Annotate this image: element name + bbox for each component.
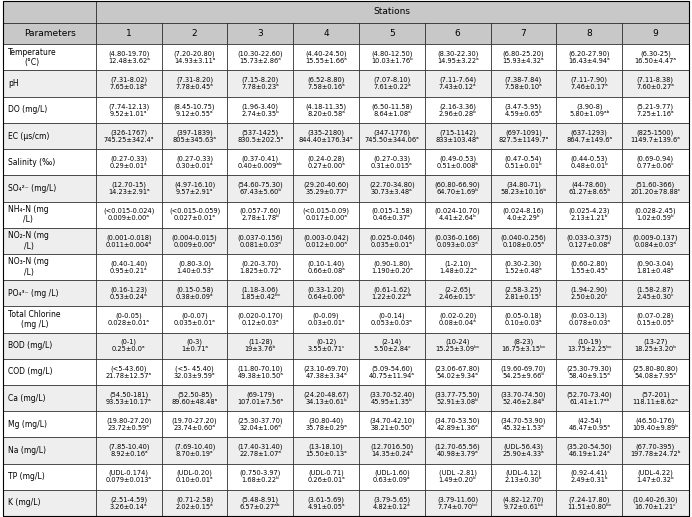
Text: (7.85-10.40)
8.92±0.16ᵃ: (7.85-10.40) 8.92±0.16ᵃ	[108, 444, 149, 457]
Text: (10-24)
15.25±3.09ᵇᶜ: (10-24) 15.25±3.09ᵇᶜ	[435, 339, 480, 353]
Bar	[491, 175, 556, 202]
Text: (0.020-0.170)
0.12±0.03ᵃ: (0.020-0.170) 0.12±0.03ᵃ	[237, 313, 283, 326]
Text: (<0.015-0.09)
0.017±0.00ᵃ: (<0.015-0.09) 0.017±0.00ᵃ	[302, 208, 349, 221]
Bar	[228, 227, 293, 254]
Text: (42-54)
46.47±0.95ᵃ: (42-54) 46.47±0.95ᵃ	[568, 418, 610, 431]
Bar	[293, 437, 359, 464]
Bar	[425, 202, 491, 227]
Text: K (mg/L): K (mg/L)	[8, 498, 41, 507]
Bar	[622, 464, 689, 490]
Text: (22.70-34.80)
30.73±3.48ᵃ: (22.70-34.80) 30.73±3.48ᵃ	[369, 181, 415, 195]
Bar	[228, 385, 293, 411]
Text: (0-1)
0.25±0.0ᵃ: (0-1) 0.25±0.0ᵃ	[112, 339, 145, 353]
Bar	[556, 44, 622, 70]
Bar	[293, 464, 359, 490]
Bar	[293, 23, 359, 44]
Bar	[491, 70, 556, 97]
Text: (54.50-181)
93.53±10.17ᵃ: (54.50-181) 93.53±10.17ᵃ	[106, 391, 152, 405]
Bar	[622, 23, 689, 44]
Bar	[162, 437, 228, 464]
Bar	[359, 490, 425, 516]
Text: (1.58-2.87)
2.45±0.30ᶜ: (1.58-2.87) 2.45±0.30ᶜ	[637, 286, 674, 300]
Bar	[556, 202, 622, 227]
Bar	[622, 411, 689, 437]
Text: 3: 3	[257, 29, 263, 38]
Bar	[425, 23, 491, 44]
Bar	[96, 44, 162, 70]
Text: (<5- 45.40)
32.03±9.59ᵃ: (<5- 45.40) 32.03±9.59ᵃ	[174, 365, 215, 378]
Text: (0-12)
3.55±0.71ᶜ: (0-12) 3.55±0.71ᶜ	[307, 339, 345, 353]
Text: (0.80-3.0)
1.40±0.53ᵃ: (0.80-3.0) 1.40±0.53ᵃ	[176, 260, 213, 274]
Bar	[425, 280, 491, 307]
Text: (0.69-0.94)
0.77±0.06ᶜ: (0.69-0.94) 0.77±0.06ᶜ	[637, 156, 674, 169]
Text: (0.61-1.62)
1.22±0.22ᵃᵇ: (0.61-1.62) 1.22±0.22ᵃᵇ	[372, 286, 412, 300]
Text: (7.15-8.20)
7.78±0.23ᵃ: (7.15-8.20) 7.78±0.23ᵃ	[242, 77, 280, 90]
Bar	[162, 490, 228, 516]
Text: (0.92-4.41)
2.49±0.31ᵇ: (0.92-4.41) 2.49±0.31ᵇ	[570, 470, 608, 483]
Bar	[425, 437, 491, 464]
Text: (7.74-12.13)
9.52±1.01ᵃ: (7.74-12.13) 9.52±1.01ᵃ	[108, 103, 149, 116]
Bar	[228, 254, 293, 280]
Text: BOD (mg/L): BOD (mg/L)	[8, 341, 53, 350]
Bar	[425, 227, 491, 254]
Bar	[359, 202, 425, 227]
Text: (4.80-12.50)
10.03±1.76ᵇ: (4.80-12.50) 10.03±1.76ᵇ	[371, 51, 413, 64]
Bar	[425, 411, 491, 437]
Text: SO₄²⁻ (mg/L): SO₄²⁻ (mg/L)	[8, 184, 56, 193]
Bar	[359, 149, 425, 175]
Bar	[162, 175, 228, 202]
Bar	[3, 437, 96, 464]
Bar	[556, 70, 622, 97]
Text: (5.09-54.60)
40.75±11.94ᵃ: (5.09-54.60) 40.75±11.94ᵃ	[369, 365, 415, 378]
Text: (UDL-0.20)
0.10±0.01ᵃ: (UDL-0.20) 0.10±0.01ᵃ	[176, 470, 213, 483]
Text: (715-1142)
833±103.48ᵃ: (715-1142) 833±103.48ᵃ	[436, 129, 480, 143]
Bar	[96, 23, 162, 44]
Text: (23.10-69.70)
47.38±3.34ᵃ: (23.10-69.70) 47.38±3.34ᵃ	[303, 365, 349, 378]
Text: Na (mg/L): Na (mg/L)	[8, 446, 46, 455]
Text: (0.27-0.33)
0.30±0.01ᵃ: (0.27-0.33) 0.30±0.01ᵃ	[176, 156, 213, 169]
Text: (3.90-8)
5.80±1.09ᵃᵇ: (3.90-8) 5.80±1.09ᵃᵇ	[569, 103, 610, 116]
Bar	[359, 385, 425, 411]
Text: DO (mg/L): DO (mg/L)	[8, 105, 47, 114]
Text: (10.40-26.30)
16.70±1.21ᶜ: (10.40-26.30) 16.70±1.21ᶜ	[632, 496, 678, 510]
Bar	[96, 464, 162, 490]
Text: (7.31-8.02)
7.65±0.18ᵃ: (7.31-8.02) 7.65±0.18ᵃ	[110, 77, 147, 90]
Text: COD (mg/L): COD (mg/L)	[8, 368, 53, 376]
Bar	[228, 437, 293, 464]
Bar	[359, 44, 425, 70]
Text: (3.61-5.69)
4.91±0.05ᵃ: (3.61-5.69) 4.91±0.05ᵃ	[307, 496, 345, 510]
Text: (4.80-19.70)
12.48±3.62ᵃ: (4.80-19.70) 12.48±3.62ᵃ	[108, 51, 149, 64]
Text: (0.27-0.33)
0.31±0.015ᵃ: (0.27-0.33) 0.31±0.015ᵃ	[371, 156, 412, 169]
Bar	[96, 307, 162, 332]
Text: (7.24-17.80)
11.51±0.80ᵇᶜ: (7.24-17.80) 11.51±0.80ᵇᶜ	[567, 496, 612, 510]
Text: (0.47-0.54)
0.51±0.01ᵇ: (0.47-0.54) 0.51±0.01ᵇ	[504, 156, 543, 169]
Text: (537-1425)
830.5±202.5ᵃ: (537-1425) 830.5±202.5ᵃ	[237, 129, 284, 143]
Text: (2.16-3.36)
2.96±0.28ᵇ: (2.16-3.36) 2.96±0.28ᵇ	[439, 103, 477, 116]
Text: (0.05-0.18)
0.10±0.03ᵃ: (0.05-0.18) 0.10±0.03ᵃ	[504, 313, 543, 326]
Text: (0.009-0.137)
0.084±0.03ᵃ: (0.009-0.137) 0.084±0.03ᵃ	[632, 234, 678, 248]
Text: (6.50-11.58)
8.64±1.08ᵃ: (6.50-11.58) 8.64±1.08ᵃ	[371, 103, 412, 116]
Text: (11.80-70.10)
49.38±10.50ᵃ: (11.80-70.10) 49.38±10.50ᵃ	[237, 365, 283, 378]
Bar	[293, 385, 359, 411]
Bar	[622, 175, 689, 202]
Text: (33.70-74.50)
52.46±2.84ᵇ: (33.70-74.50) 52.46±2.84ᵇ	[500, 391, 546, 405]
Bar	[3, 359, 96, 385]
Text: (0.15-0.58)
0.38±0.09ᵃ: (0.15-0.58) 0.38±0.09ᵃ	[176, 286, 213, 300]
Bar	[96, 97, 162, 123]
Text: (12.70-15)
14.23±2.91ᵃ: (12.70-15) 14.23±2.91ᵃ	[108, 181, 149, 195]
Bar	[425, 385, 491, 411]
Text: (54.60-75.30)
67.43±5.60ᵇ: (54.60-75.30) 67.43±5.60ᵇ	[237, 181, 283, 195]
Bar	[228, 359, 293, 385]
Text: Total Chlorine
(mg /L): Total Chlorine (mg /L)	[8, 310, 61, 329]
Text: (7.07-8.10)
7.61±0.22ᵃ: (7.07-8.10) 7.61±0.22ᵃ	[373, 77, 411, 90]
Text: (335-2180)
844.40±176.34ᵃ: (335-2180) 844.40±176.34ᵃ	[299, 129, 354, 143]
Bar	[425, 123, 491, 149]
Text: (0.004-0.015)
0.009±0.00ᵃ: (0.004-0.015) 0.009±0.00ᵃ	[172, 234, 217, 248]
Text: (3.47-5.95)
4.59±0.65ᵇ: (3.47-5.95) 4.59±0.65ᵇ	[504, 103, 543, 116]
Bar	[96, 202, 162, 227]
Bar	[491, 464, 556, 490]
Text: (51.60-366)
201.20±78.88ᶜ: (51.60-366) 201.20±78.88ᶜ	[630, 181, 680, 195]
Text: (7.69-10.40)
8.70±0.19ᵃ: (7.69-10.40) 8.70±0.19ᵃ	[174, 444, 215, 457]
Text: (7.38-7.84)
7.58±0.10ᵃ: (7.38-7.84) 7.58±0.10ᵃ	[504, 77, 543, 90]
Text: (0.24-0.28)
0.27±0.00ᵃ: (0.24-0.28) 0.27±0.00ᵃ	[307, 156, 345, 169]
